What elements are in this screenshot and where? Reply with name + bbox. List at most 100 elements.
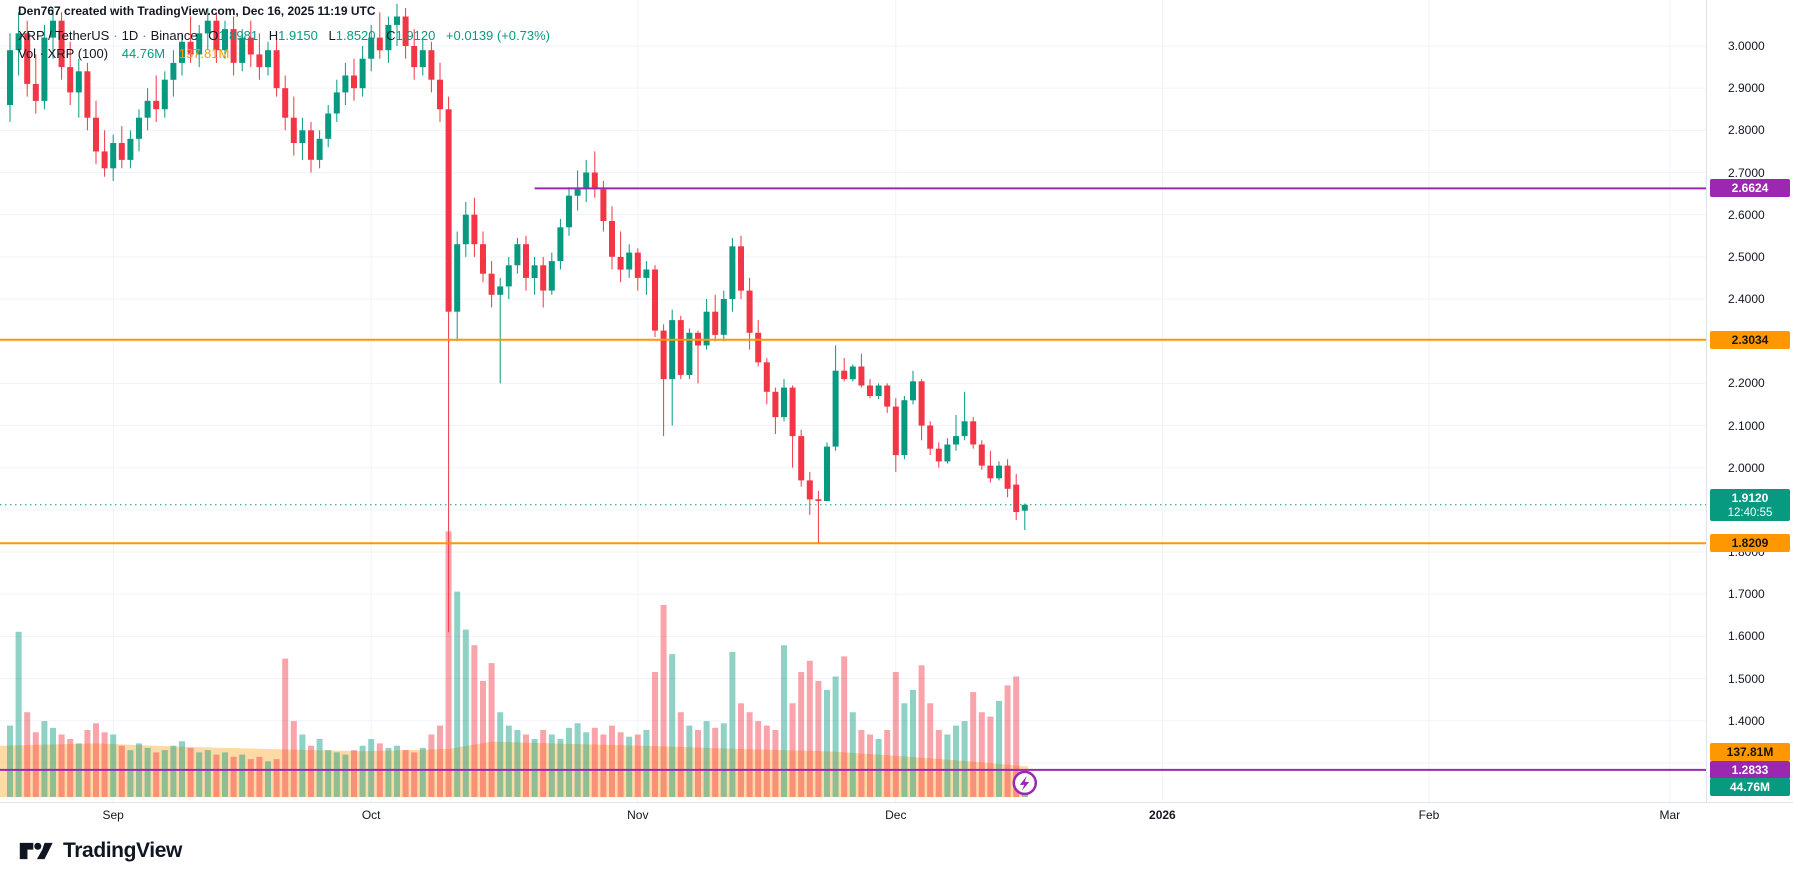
- candle-body: [75, 71, 82, 93]
- candle-body: [7, 50, 13, 105]
- candle-body: [669, 320, 676, 380]
- volume-bar: [849, 712, 856, 797]
- candle-body: [832, 370, 839, 447]
- volume-bar: [927, 703, 934, 797]
- volume-bar: [634, 734, 641, 797]
- volume-bar: [763, 725, 770, 797]
- volume-bar: [626, 736, 633, 797]
- volume-bar: [428, 734, 435, 797]
- volume-bar: [703, 721, 710, 797]
- volume-bar: [204, 750, 211, 797]
- volume-bar: [454, 591, 461, 797]
- volume-bar: [652, 672, 658, 797]
- candle-body: [505, 265, 512, 287]
- volume-legend-row: Vol · XRP (100) 44.76M 137.81M: [18, 45, 550, 63]
- volume-bar: [411, 752, 418, 797]
- open-value: 1.8981: [218, 28, 259, 43]
- candle-body: [841, 370, 848, 380]
- tradingview-logo[interactable]: TradingView: [18, 838, 182, 864]
- candle-body: [462, 214, 469, 245]
- candle-body: [170, 62, 177, 80]
- volume-bar: [505, 725, 512, 797]
- interval-label: 1D: [121, 28, 139, 43]
- volume-bar: [781, 645, 787, 797]
- volume-bar: [961, 721, 968, 797]
- candle-body: [738, 246, 744, 291]
- volume-bar: [841, 656, 848, 797]
- time-axis-tick: Mar: [1659, 808, 1681, 822]
- candle-body: [368, 37, 375, 59]
- price-axis-tick: 2.2000: [1728, 376, 1765, 391]
- candle-body: [677, 320, 684, 375]
- volume-bar: [437, 725, 443, 797]
- volume-bar: [333, 752, 340, 797]
- candle-body: [910, 381, 916, 401]
- candle-body: [1013, 484, 1020, 512]
- volume-bar: [153, 752, 160, 797]
- open-label: O: [208, 28, 219, 43]
- candle-body: [118, 143, 125, 160]
- volume-bar: [290, 721, 297, 797]
- volume-bar: [695, 730, 701, 797]
- candle-body: [591, 172, 598, 190]
- time-axis-tick: Nov: [627, 808, 649, 822]
- candle-body: [58, 20, 65, 68]
- candle-body: [617, 256, 624, 270]
- volume-bar: [394, 745, 400, 797]
- volume-bar: [953, 725, 959, 797]
- volume-bar: [351, 750, 357, 797]
- price-level-badge: 2.3034: [1710, 330, 1790, 349]
- candle-body: [351, 75, 357, 89]
- volume-bar: [41, 721, 48, 797]
- volume-bar: [84, 730, 91, 797]
- footer-bar: TradingView: [0, 827, 1793, 885]
- volume-bar: [686, 725, 693, 797]
- time-axis[interactable]: Sep Oct Nov Dec 2026 Feb Mar: [0, 802, 1793, 828]
- volume-bar: [660, 605, 667, 797]
- candle-body: [514, 244, 521, 266]
- volume-bar: [359, 745, 366, 797]
- volume-bar: [910, 689, 916, 797]
- volume-bar: [196, 752, 203, 797]
- price-axis[interactable]: 3.0000 2.9000 2.8000 2.7000 2.6000 2.5000 2.40…: [1706, 0, 1793, 826]
- candle-body: [540, 265, 547, 291]
- volume-bar: [531, 739, 538, 797]
- volume-bar: [15, 631, 22, 797]
- volume-bar: [282, 658, 289, 797]
- candle-body: [626, 252, 633, 270]
- candle-body: [927, 425, 934, 449]
- volume-bar: [609, 725, 615, 797]
- candle-body: [471, 214, 478, 245]
- candle-body: [729, 246, 736, 299]
- candle-body: [935, 448, 942, 462]
- candle-body: [643, 269, 650, 278]
- volume-bar: [342, 754, 349, 797]
- candle-body: [566, 195, 572, 228]
- candle-body: [273, 50, 280, 89]
- volume-bar: [867, 734, 873, 797]
- candle-body: [67, 67, 74, 93]
- volume-bar: [1013, 676, 1020, 797]
- price-axis-tick: 2.8000: [1728, 123, 1765, 138]
- candle-body: [445, 109, 452, 312]
- high-label: H: [268, 28, 279, 43]
- volume-bar: [918, 665, 925, 797]
- symbol-legend-row: XRP / TetherUS · 1D · Binance O1.8981 H1.915…: [18, 27, 550, 45]
- candle-body: [265, 50, 271, 68]
- candle-body: [712, 311, 719, 335]
- candle-body: [93, 117, 99, 152]
- volume-bar: [213, 754, 220, 797]
- volume-bar: [187, 747, 194, 797]
- candle-body: [333, 92, 340, 114]
- volume-bar: [118, 745, 125, 797]
- volume-bar: [643, 730, 650, 797]
- candle-body: [944, 444, 951, 462]
- volume-bar: [222, 752, 228, 797]
- candle-body: [996, 465, 1002, 479]
- candle-body: [179, 41, 185, 63]
- volume-bar: [935, 730, 942, 797]
- volume-bar: [316, 739, 323, 797]
- volume-bar: [617, 732, 624, 797]
